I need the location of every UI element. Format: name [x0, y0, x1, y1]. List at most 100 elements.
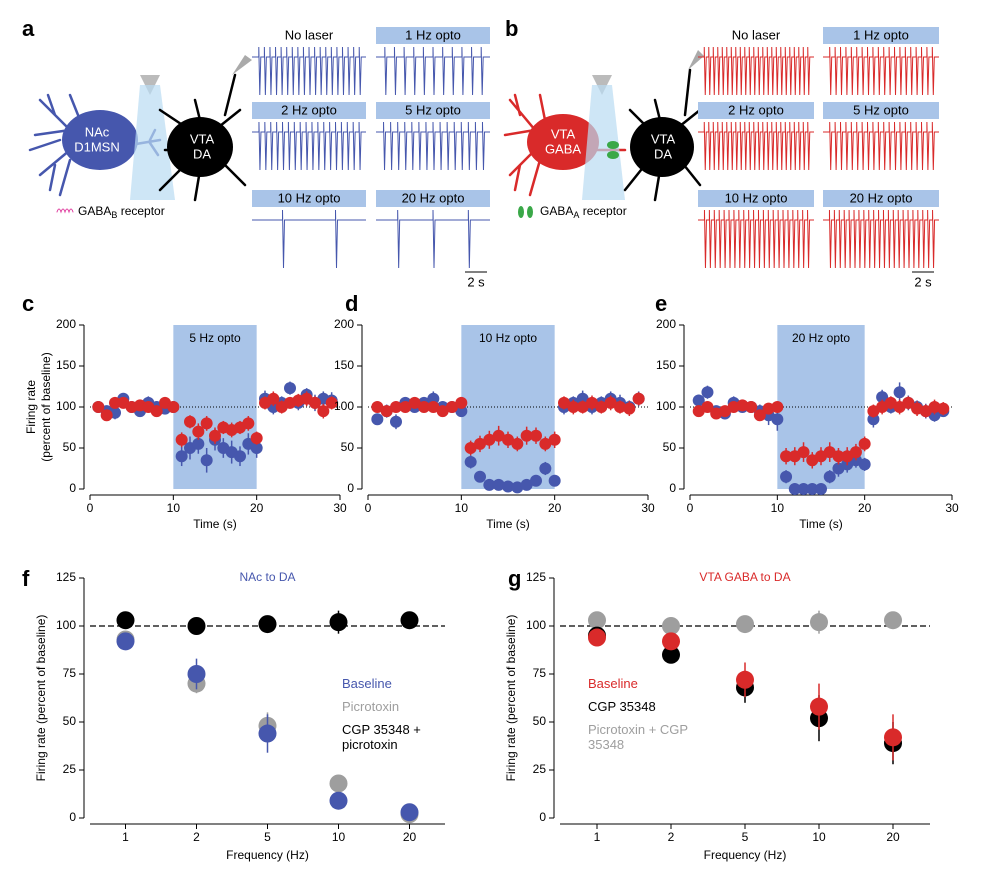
data-point [884, 728, 902, 747]
voltage-trace [376, 209, 490, 269]
data-point [309, 396, 321, 409]
data-point [539, 462, 552, 475]
data-point [788, 483, 801, 495]
x-tick-label: 30 [945, 501, 959, 515]
receptor-label: GABAA receptor [540, 204, 627, 220]
x-tick-label: 30 [333, 501, 347, 515]
data-point [576, 401, 589, 413]
x-tick-label: 2 [193, 830, 200, 844]
chart-title: VTA GABA to DA [699, 570, 790, 584]
trace-header [823, 190, 939, 207]
data-point [632, 392, 645, 405]
data-point [483, 478, 496, 491]
trace-label: 2 Hz opto [281, 102, 337, 117]
x-tick-label: 20 [403, 830, 417, 844]
scale-bar-label: 2 s [914, 274, 932, 289]
x-tick-label: 20 [548, 501, 562, 515]
data-point [436, 405, 449, 418]
data-point [455, 405, 468, 418]
x-tick-label: 5 [264, 830, 271, 844]
y-tick-label: 150 [656, 358, 676, 372]
data-point [200, 417, 213, 430]
chart-title: NAc to DA [239, 570, 295, 584]
neuron-label: VTA [551, 126, 576, 141]
data-point [116, 611, 135, 630]
receptor-subscript: A [573, 210, 579, 220]
data-point [736, 615, 754, 634]
data-point [797, 483, 810, 495]
voltage-trace [698, 121, 814, 171]
neuron-diagram-b [503, 50, 704, 218]
data-point [209, 429, 221, 442]
data-point [455, 396, 468, 409]
voltage-trace [376, 46, 490, 96]
data-point [520, 429, 533, 442]
shade-label: 20 Hz opto [792, 331, 850, 345]
data-point [250, 442, 263, 454]
data-point [558, 396, 570, 409]
x-tick-label: 20 [858, 501, 872, 515]
data-point [753, 409, 766, 422]
receptor-subscript: B [111, 210, 117, 220]
legend-entry: Baseline [342, 676, 392, 691]
trace-label: 10 Hz opto [278, 190, 341, 205]
data-point [588, 628, 606, 647]
legend-entry: CGP 35348 [588, 699, 656, 714]
receptor-name: GABA [78, 204, 111, 218]
data-point [502, 480, 514, 493]
y-tick-label: 100 [526, 618, 546, 632]
trace-header [698, 102, 814, 119]
data-point [474, 470, 486, 483]
trace-label: 5 Hz opto [853, 102, 909, 117]
data-point [858, 437, 871, 450]
data-point [258, 724, 277, 743]
data-point [893, 386, 906, 399]
y-axis-label: (percent of baseline) [39, 352, 53, 461]
data-point [780, 450, 793, 463]
data-point [371, 401, 384, 413]
data-point [858, 458, 871, 471]
data-point [588, 611, 606, 630]
data-point [492, 478, 505, 491]
panel-letter: d [345, 291, 358, 316]
y-tick-label: 0 [539, 810, 546, 824]
neuron-label: DA [193, 146, 211, 161]
x-tick-label: 10 [332, 830, 346, 844]
data-point [418, 401, 430, 413]
x-tick-label: 0 [87, 501, 94, 515]
data-point [604, 396, 617, 409]
trace-header [252, 102, 366, 119]
data-point [849, 446, 862, 459]
data-point [567, 401, 580, 413]
panel-letter: b [505, 16, 518, 41]
data-point [427, 401, 440, 413]
x-axis-label: Time (s) [193, 517, 237, 531]
y-tick-label: 100 [56, 618, 76, 632]
data-point [92, 401, 105, 413]
data-point [736, 670, 754, 689]
x-tick-label: 1 [122, 830, 129, 844]
data-point [317, 405, 330, 418]
x-tick-label: 10 [455, 501, 469, 515]
data-point [937, 402, 950, 415]
y-axis-label: Firing rate (percent of baseline) [34, 615, 48, 782]
data-point [492, 429, 505, 442]
data-point [187, 617, 206, 635]
data-point [464, 442, 477, 454]
data-point [116, 632, 135, 651]
data-point [548, 474, 561, 487]
y-tick-label: 150 [334, 358, 354, 372]
data-point [771, 401, 784, 413]
trace-label: No laser [732, 27, 781, 42]
legend-label: Picrotoxin + CGP 35348 [588, 722, 688, 752]
y-axis-label: Firing rate [24, 380, 38, 434]
y-tick-label: 100 [656, 399, 676, 413]
data-point [614, 401, 626, 413]
data-point [876, 391, 889, 404]
data-point [427, 392, 440, 405]
legend-label: Baseline [588, 676, 638, 691]
voltage-trace [252, 46, 366, 96]
data-point [902, 396, 915, 409]
data-point [329, 613, 348, 632]
